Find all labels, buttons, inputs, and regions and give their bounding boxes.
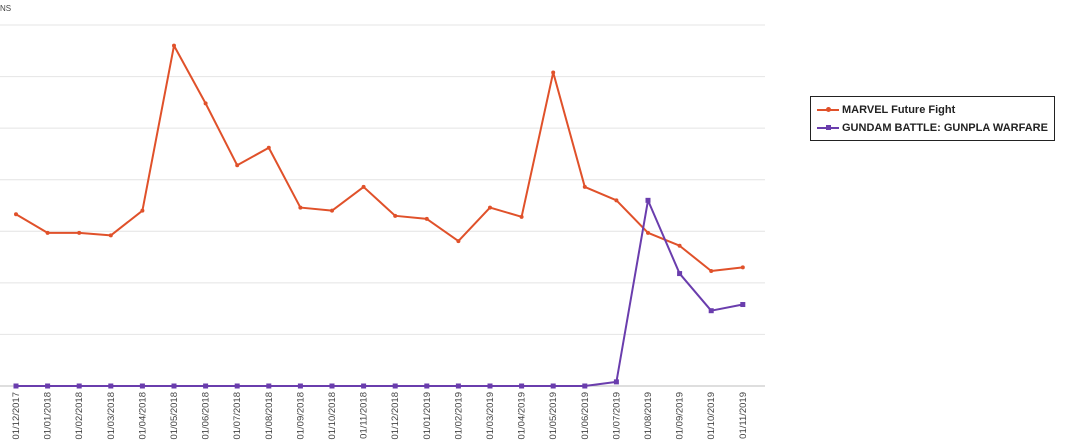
x-tick-label: 01/06/2019 xyxy=(580,392,591,440)
x-tick-label: 01/04/2018 xyxy=(137,392,148,440)
data-point xyxy=(361,383,367,389)
data-point xyxy=(393,213,398,218)
series-line-0 xyxy=(15,44,743,272)
data-point xyxy=(550,383,556,389)
x-tick-label: 01/07/2018 xyxy=(232,392,243,440)
data-point xyxy=(677,243,682,248)
x-tick-label: 01/10/2018 xyxy=(327,392,338,440)
legend-swatch-marvel xyxy=(817,105,839,115)
data-point xyxy=(266,383,272,389)
x-tick-label: 01/08/2019 xyxy=(643,392,654,440)
data-point xyxy=(614,198,619,203)
data-point xyxy=(13,383,19,389)
data-point xyxy=(455,383,461,389)
x-tick-label: 01/09/2019 xyxy=(675,392,686,440)
data-point xyxy=(203,101,208,106)
series-line-1 xyxy=(16,199,743,387)
data-point xyxy=(424,216,429,221)
x-tick-label: 01/01/2019 xyxy=(422,392,433,440)
x-tick-label: 01/06/2018 xyxy=(201,392,212,440)
data-point xyxy=(456,239,461,244)
chart-legend: MARVEL Future Fight GUNDAM BATTLE: GUNPL… xyxy=(810,96,1055,141)
data-point xyxy=(708,308,714,314)
data-point xyxy=(582,383,588,389)
x-tick-label: 01/12/2018 xyxy=(390,392,401,440)
x-tick-label: 01/03/2019 xyxy=(485,392,496,440)
legend-swatch-gundam xyxy=(817,123,839,133)
data-point xyxy=(424,383,430,389)
x-tick-label: 01/02/2019 xyxy=(453,392,464,440)
x-tick-label: 01/05/2019 xyxy=(548,392,559,440)
data-point xyxy=(519,383,525,389)
data-point xyxy=(709,268,714,273)
data-point xyxy=(613,379,619,385)
data-point xyxy=(519,214,524,219)
data-point xyxy=(582,184,587,189)
x-tick-label: 01/07/2019 xyxy=(611,392,622,440)
data-point xyxy=(297,383,303,389)
x-tick-label: 01/08/2018 xyxy=(264,392,275,440)
data-point xyxy=(77,230,82,235)
data-point xyxy=(266,145,271,150)
data-point xyxy=(488,205,492,210)
x-tick-label: 01/09/2018 xyxy=(295,392,306,440)
data-point xyxy=(76,383,82,389)
x-tick-label: 01/05/2018 xyxy=(169,392,180,440)
data-point xyxy=(551,70,556,75)
x-tick-label: 01/04/2019 xyxy=(517,392,528,440)
x-tick-label: 01/01/2018 xyxy=(43,392,54,440)
data-point xyxy=(740,302,746,308)
data-point xyxy=(361,184,366,189)
data-point xyxy=(45,383,51,389)
data-point xyxy=(172,43,176,48)
data-point xyxy=(677,271,683,277)
data-point xyxy=(646,230,650,235)
data-point xyxy=(235,163,240,168)
data-point xyxy=(139,383,145,389)
data-point xyxy=(740,265,745,270)
data-point xyxy=(392,383,398,389)
x-tick-label: 01/12/2017 xyxy=(11,392,22,440)
y-axis-label-fragment: NS xyxy=(0,4,12,13)
data-point xyxy=(234,383,240,389)
legend-item-gundam: GUNDAM BATTLE: GUNPLA WARFARE xyxy=(817,119,1048,137)
x-tick-label: 01/02/2018 xyxy=(74,392,85,440)
data-point xyxy=(329,383,335,389)
legend-label-marvel: MARVEL Future Fight xyxy=(842,104,956,116)
data-point xyxy=(645,197,651,203)
data-point xyxy=(14,212,18,217)
x-tick-label: 01/03/2018 xyxy=(106,392,117,440)
legend-item-marvel: MARVEL Future Fight xyxy=(817,101,1048,119)
data-point xyxy=(140,208,145,213)
data-point xyxy=(203,383,209,389)
x-tick-label: 01/10/2019 xyxy=(706,392,717,440)
x-tick-label: 01/11/2018 xyxy=(359,392,370,439)
data-point xyxy=(108,233,113,238)
data-point xyxy=(330,208,334,213)
legend-label-gundam: GUNDAM BATTLE: GUNPLA WARFARE xyxy=(842,122,1048,134)
data-point xyxy=(298,205,303,210)
data-point xyxy=(171,383,177,389)
data-point xyxy=(45,230,50,235)
data-point xyxy=(487,383,493,389)
x-tick-label: 01/11/2019 xyxy=(738,392,749,439)
data-point xyxy=(108,383,114,389)
